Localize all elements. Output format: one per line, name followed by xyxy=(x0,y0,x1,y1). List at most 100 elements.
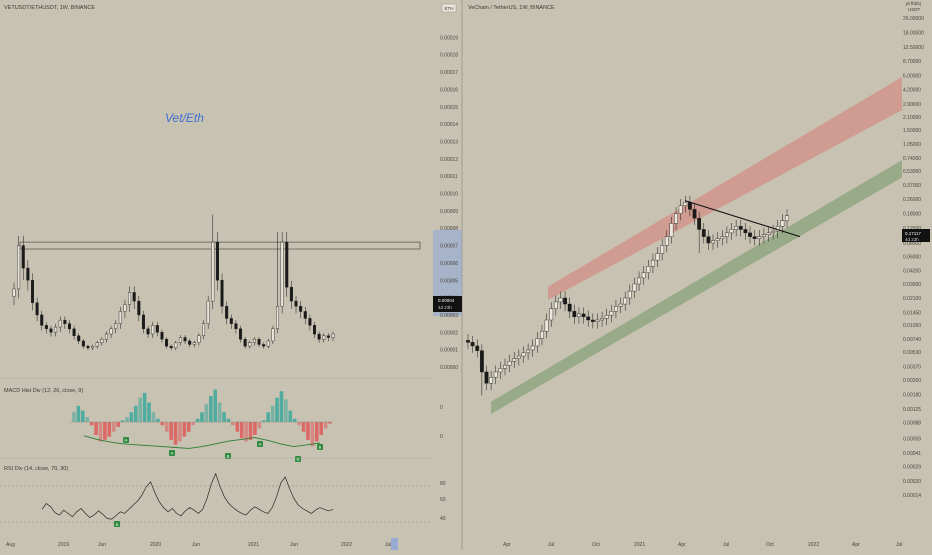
left-x-tick: Jul xyxy=(385,542,391,548)
rsi-div-marker-label: B xyxy=(116,522,119,527)
macd-bar xyxy=(142,392,147,422)
macd-tick-lower: 0 xyxy=(440,434,443,440)
divergence-labels: H H B H B B xyxy=(123,437,323,462)
divergence-marker-label: H xyxy=(171,451,174,456)
right-candle-body xyxy=(595,319,600,322)
macd-bar xyxy=(125,417,129,422)
macd-bar xyxy=(257,422,262,429)
right-y-tick: 0.00530 xyxy=(903,350,921,356)
right-candle-body xyxy=(688,202,692,210)
left-price-label: 0.00004 xyxy=(438,298,455,303)
left-candle-body xyxy=(109,328,113,335)
macd-bar xyxy=(191,422,195,426)
left-y-tick: 0.00017 xyxy=(440,70,458,76)
right-x-tick: Jul xyxy=(723,542,729,548)
green-lower-channel[interactable] xyxy=(491,160,902,414)
red-upper-channel[interactable] xyxy=(548,76,902,300)
right-candle-body xyxy=(614,306,618,312)
right-y-tick: 6.00000 xyxy=(903,74,921,80)
right-price-tag xyxy=(902,229,930,242)
left-candle-body xyxy=(225,306,229,319)
macd-bar xyxy=(200,412,204,422)
right-y-tick: 0.74000 xyxy=(903,156,921,162)
right-candle-body xyxy=(761,234,766,237)
right-candle-body xyxy=(701,229,706,237)
left-scale-badge[interactable] xyxy=(441,3,457,13)
left-candle-body xyxy=(169,345,173,349)
right-candle-body xyxy=(729,229,734,234)
right-candle-body xyxy=(498,368,503,373)
right-x-tick: Apr xyxy=(503,542,511,548)
left-scale-badge-label: ETH xyxy=(445,6,454,11)
descending-trendline[interactable] xyxy=(684,200,801,238)
right-candle-body xyxy=(743,229,748,234)
right-y-tick: 0.00740 xyxy=(903,337,921,343)
right-candle-body xyxy=(724,232,729,237)
left-candle-body xyxy=(206,300,210,324)
left-candle-body xyxy=(21,245,25,269)
left-x-axis: Aug 2019 Jun 2020 Jun 2021 Jun 2022 Jul xyxy=(6,542,391,548)
left-candle-body xyxy=(77,335,81,342)
right-candle-body xyxy=(715,238,720,241)
right-candle-body xyxy=(632,283,637,292)
right-candle-body xyxy=(771,230,776,234)
left-candle-body xyxy=(155,325,159,333)
right-y-tick: 0.01450 xyxy=(903,311,921,317)
rsi-div-marker xyxy=(114,521,120,527)
right-y-tick: 0.12500 xyxy=(903,226,921,232)
left-candle-body xyxy=(35,302,39,316)
right-countdown: 4d 23h xyxy=(905,237,919,242)
left-candle-body xyxy=(202,323,206,336)
left-y-tick: 0.00018 xyxy=(440,53,458,59)
right-y-tick: 0.00020 xyxy=(903,479,921,485)
right-y-tick: 0.26000 xyxy=(903,197,921,203)
right-y-tick: 2.10000 xyxy=(903,115,921,121)
macd-bar xyxy=(94,422,98,435)
left-candle-body xyxy=(299,306,303,312)
right-y-tick: 0.37000 xyxy=(903,183,921,189)
left-y-tick: 0.00011 xyxy=(440,174,458,180)
right-y-tick: 8.70000 xyxy=(903,59,921,65)
right-y-tick: 26.00000 xyxy=(903,16,924,22)
left-y-tick: 0.00015 xyxy=(440,105,458,111)
macd-histogram xyxy=(70,389,332,449)
right-y-tick: 0.00260 xyxy=(903,378,921,384)
right-candle-body xyxy=(516,355,521,359)
right-candle-body xyxy=(637,277,641,285)
macd-bar xyxy=(182,422,187,437)
macd-bar xyxy=(173,422,178,445)
right-candle-body xyxy=(655,253,660,261)
left-y-tick: 0.00003 xyxy=(440,313,458,319)
right-candle-body xyxy=(567,303,572,312)
left-y-tick: 0.00016 xyxy=(440,87,458,93)
right-candle-body xyxy=(618,303,623,307)
macd-bar xyxy=(231,422,235,426)
macd-bar xyxy=(261,420,266,422)
right-candle-body xyxy=(785,215,789,221)
macd-bar xyxy=(156,418,160,422)
left-candle-body xyxy=(44,325,48,330)
macd-bar xyxy=(209,396,213,422)
left-candle-body xyxy=(303,311,307,319)
right-candle-body xyxy=(549,308,554,321)
right-candle-body xyxy=(553,301,558,309)
macd-bar xyxy=(235,422,240,432)
right-candle-body xyxy=(752,236,757,239)
left-candle-body xyxy=(192,342,196,345)
left-candle-body xyxy=(234,323,238,330)
left-candle-body xyxy=(220,280,224,307)
right-candle-body xyxy=(651,259,655,267)
macd-bar xyxy=(111,422,116,432)
left-candle-body xyxy=(289,286,293,302)
right-scale-badge[interactable]: pt fbbbj xyxy=(906,1,921,6)
left-candle-body xyxy=(326,335,330,338)
left-candle-body xyxy=(104,333,108,340)
macd-bar xyxy=(253,422,257,435)
right-x-tick: Oct xyxy=(766,542,774,548)
right-candle-body xyxy=(590,319,595,322)
left-candle-body xyxy=(26,267,30,281)
right-candle-body xyxy=(734,226,739,230)
left-y-tick: 0.00005 xyxy=(440,278,458,284)
left-candle-body xyxy=(12,288,16,297)
